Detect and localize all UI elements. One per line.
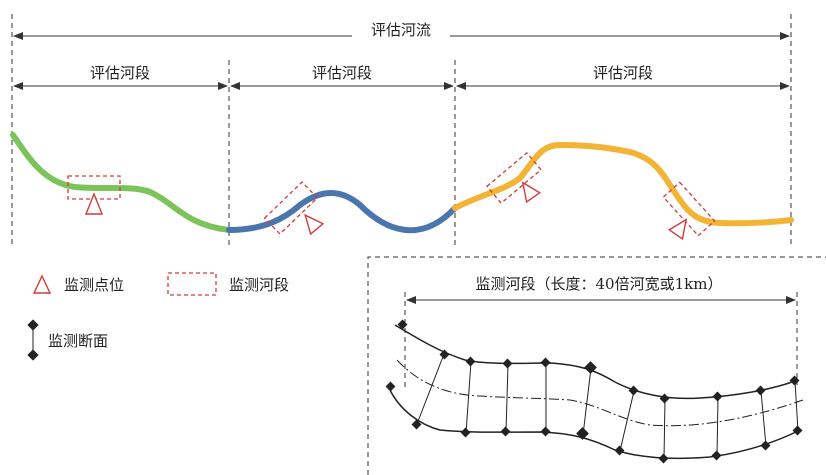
section-node [628,385,639,396]
legend-point-label: 监测点位 [64,276,124,294]
section-node [411,419,422,430]
section-node [502,358,513,369]
reach-3-path [452,141,794,227]
section-node [755,385,766,396]
lower-bank [389,389,801,460]
section-node [659,393,670,404]
point-marker-3 [521,181,541,204]
boundary-lines [11,14,792,248]
section-node [397,319,408,330]
legend-section-node-top [27,319,39,331]
section-node [712,391,723,402]
legend-segment-icon [167,272,217,296]
cross-section-line [716,396,719,457]
detail-label-bg [440,272,758,294]
legend-section-label: 监测断面 [48,332,108,350]
reach-2-path [226,190,458,234]
section-node [789,375,800,386]
cross-section-line [505,363,509,433]
section-node [465,356,476,367]
cross-section-line [465,361,472,434]
cross-section-line [794,380,799,432]
legend: 监测点位 监测河段 监测断面 [27,272,289,361]
point-marker-2 [304,213,325,236]
point-marker-4 [668,218,688,241]
river-label-bg [352,18,450,44]
segment-box-3 [486,151,542,205]
section-node [460,427,471,438]
river-course [10,132,794,234]
section-node [576,427,589,440]
channel-centerline [396,359,804,427]
river-dimension: 评估河流 [13,18,790,44]
cross-section-line [760,390,767,447]
detail-inset-frame [367,256,826,475]
section-node [711,450,722,461]
section-node [540,426,551,437]
section-node [500,426,511,437]
section-node [614,445,625,456]
section-node [439,349,450,360]
section-node [385,381,396,392]
section-node [540,357,551,368]
river-label: 评估河流 [371,21,431,39]
point-marker-1 [84,192,104,215]
section-nodes [385,319,803,464]
legend-section-node-bottom [27,349,39,361]
cross-section-line [582,367,592,436]
section-node [792,425,803,436]
section-node [760,440,771,451]
cross-sections [416,353,799,460]
cross-section-line [416,353,445,425]
reach-2-label: 评估河段 [312,64,372,82]
reach-dimensions: 评估河段 评估河段 评估河段 [13,64,790,90]
reach-1-label: 评估河段 [90,64,150,82]
legend-point-icon [32,274,52,294]
upper-bank [394,324,796,400]
legend-segment-label: 监测河段 [229,276,289,294]
reach-3-label: 评估河段 [593,64,653,82]
detail-inset: 监测河段（长度：40倍河宽或1km） [367,256,826,475]
detail-label: 监测河段（长度：40倍河宽或1km） [476,275,723,293]
cross-section-line [663,398,666,460]
section-node [658,453,669,464]
cross-section-line [619,390,635,452]
reach-1-path [10,132,232,233]
